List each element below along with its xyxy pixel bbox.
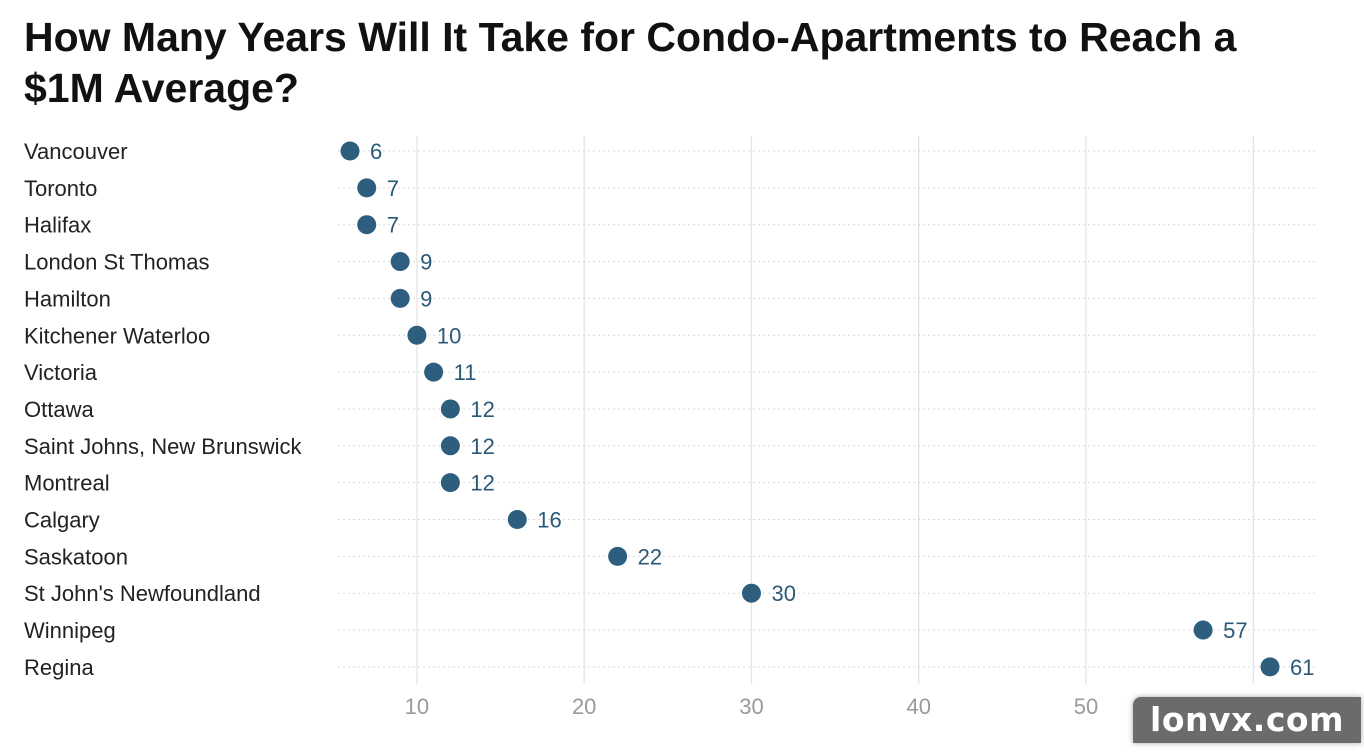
x-tick-label: 10 xyxy=(405,694,429,719)
value-label: 9 xyxy=(420,250,432,275)
value-label: 57 xyxy=(1223,618,1247,643)
data-point xyxy=(357,215,377,235)
data-point xyxy=(440,399,460,419)
x-tick-label: 50 xyxy=(1074,694,1098,719)
category-label: Saint Johns, New Brunswick xyxy=(24,434,303,459)
data-points xyxy=(340,141,1280,677)
value-label: 61 xyxy=(1290,655,1314,680)
category-label: Victoria xyxy=(24,360,98,385)
data-point xyxy=(357,178,377,198)
value-label: 12 xyxy=(470,397,494,422)
category-label: Calgary xyxy=(24,508,100,533)
chart-title: How Many Years Will It Take for Condo-Ap… xyxy=(24,14,1237,111)
gridlines xyxy=(416,136,1254,684)
value-label: 22 xyxy=(638,544,662,569)
value-label: 9 xyxy=(420,286,432,311)
value-label: 12 xyxy=(470,471,494,496)
value-label: 10 xyxy=(437,323,461,348)
value-label: 16 xyxy=(537,508,561,533)
category-label: London St Thomas xyxy=(24,250,210,275)
category-label: Regina xyxy=(24,655,94,680)
category-label: Toronto xyxy=(24,176,97,201)
value-label: 11 xyxy=(454,360,477,385)
category-label: St John's Newfoundland xyxy=(24,581,261,606)
data-point xyxy=(507,510,527,529)
data-point xyxy=(440,436,460,456)
category-label: Saskatoon xyxy=(24,544,128,569)
value-label: 12 xyxy=(470,434,494,459)
data-point xyxy=(424,362,444,382)
category-label: Vancouver xyxy=(24,139,128,164)
value-label: 30 xyxy=(771,581,795,606)
value-label: 6 xyxy=(370,139,382,164)
data-point xyxy=(741,583,761,603)
category-label: Kitchener Waterloo xyxy=(24,323,210,348)
category-label: Winnipeg xyxy=(24,618,116,643)
category-label: Montreal xyxy=(24,471,110,496)
value-label: 7 xyxy=(387,213,399,238)
category-label: Halifax xyxy=(24,213,91,238)
data-point xyxy=(608,546,628,566)
data-point xyxy=(1193,620,1213,640)
data-point xyxy=(1260,657,1280,677)
data-point xyxy=(407,325,427,345)
watermark-logo: lonvx.com xyxy=(1133,697,1361,743)
x-tick-label: 40 xyxy=(906,694,930,719)
data-point xyxy=(390,288,410,308)
data-point xyxy=(440,473,460,493)
value-label: 7 xyxy=(387,176,399,201)
category-label: Ottawa xyxy=(24,397,94,422)
x-tick-label: 20 xyxy=(572,694,596,719)
data-point xyxy=(340,141,360,161)
category-labels: Vancouver Toronto Halifax London St Thomas H… xyxy=(24,139,303,680)
row-guide-lines xyxy=(338,150,1318,668)
data-point xyxy=(390,252,410,272)
category-label: Hamilton xyxy=(24,286,111,311)
x-tick-label: 30 xyxy=(739,694,763,719)
